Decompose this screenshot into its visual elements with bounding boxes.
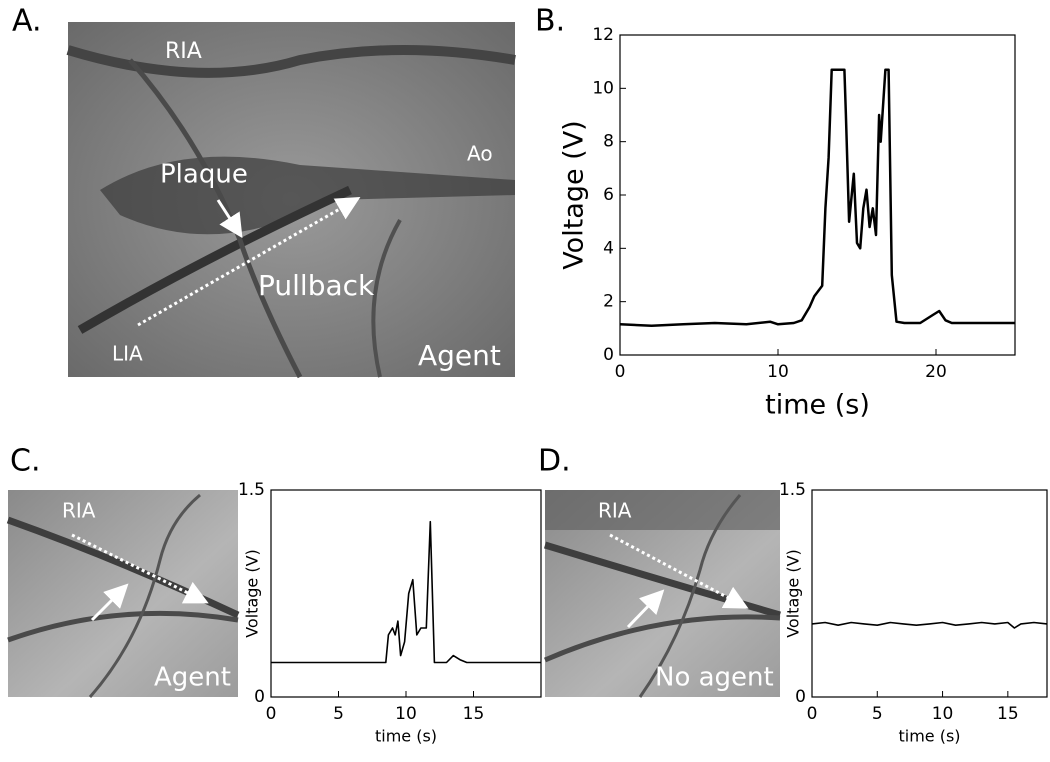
- y-axis-label: Voltage (V): [559, 120, 590, 269]
- y-tick-label: 0: [603, 345, 614, 365]
- image-label: RIA: [598, 499, 632, 523]
- image-label: RIA: [62, 499, 96, 523]
- image-label: Ao: [467, 142, 493, 166]
- y-tick-label: 4: [603, 238, 614, 258]
- y-tick-label: 12: [592, 25, 614, 45]
- angiogram-c: RIA Agent: [6, 490, 240, 698]
- plot-frame: [619, 34, 1016, 356]
- y-tick-label: 10: [592, 78, 614, 98]
- panel-letter: C.: [10, 444, 40, 479]
- image-label: No agent: [655, 663, 774, 693]
- data-line: [619, 68, 1015, 327]
- x-axis-label: time (s): [765, 390, 870, 421]
- image-label: Agent: [418, 339, 501, 372]
- x-tick-label: 10: [932, 704, 954, 724]
- y-tick-label: 8: [603, 132, 614, 152]
- x-tick-label: 0: [807, 704, 818, 724]
- panel-letter: B.: [535, 4, 565, 39]
- y-tick-label: 1.5: [779, 480, 806, 500]
- x-tick-label: 0: [615, 362, 626, 382]
- x-tick-label: 20: [925, 362, 947, 382]
- y-tick-label: 1.5: [238, 480, 265, 500]
- image-label: Plaque: [160, 160, 248, 190]
- data-line: [811, 621, 1048, 629]
- angiogram-d: RIA No agent: [543, 490, 781, 698]
- plot-frame: [270, 489, 542, 698]
- x-tick-label: 15: [997, 704, 1019, 724]
- y-axis-label: Voltage (V): [784, 549, 803, 638]
- y-tick-label: 0: [254, 687, 265, 707]
- image-label: RIA: [165, 39, 202, 64]
- x-tick-label: 5: [333, 704, 344, 724]
- image-label: Pullback: [258, 269, 375, 302]
- panel-letter: D.: [538, 444, 571, 479]
- plot-frame: [811, 489, 1048, 698]
- image-label: LIA: [112, 342, 143, 366]
- x-axis-label: time (s): [898, 727, 960, 746]
- y-axis-label: Voltage (V): [243, 549, 262, 638]
- x-axis-label: time (s): [375, 727, 437, 746]
- image-label: Agent: [154, 663, 231, 693]
- x-tick-label: 10: [395, 704, 417, 724]
- angiogram-a: RIA Ao Plaque Pullback LIA Agent: [66, 22, 516, 379]
- x-tick-label: 15: [463, 704, 485, 724]
- y-tick-label: 6: [603, 185, 614, 205]
- x-tick-label: 10: [767, 362, 789, 382]
- data-line: [271, 520, 541, 664]
- y-tick-label: 0: [795, 687, 806, 707]
- panel-letter: A.: [12, 4, 42, 39]
- x-tick-label: 5: [872, 704, 883, 724]
- y-tick-label: 2: [603, 292, 614, 312]
- x-tick-label: 0: [266, 704, 277, 724]
